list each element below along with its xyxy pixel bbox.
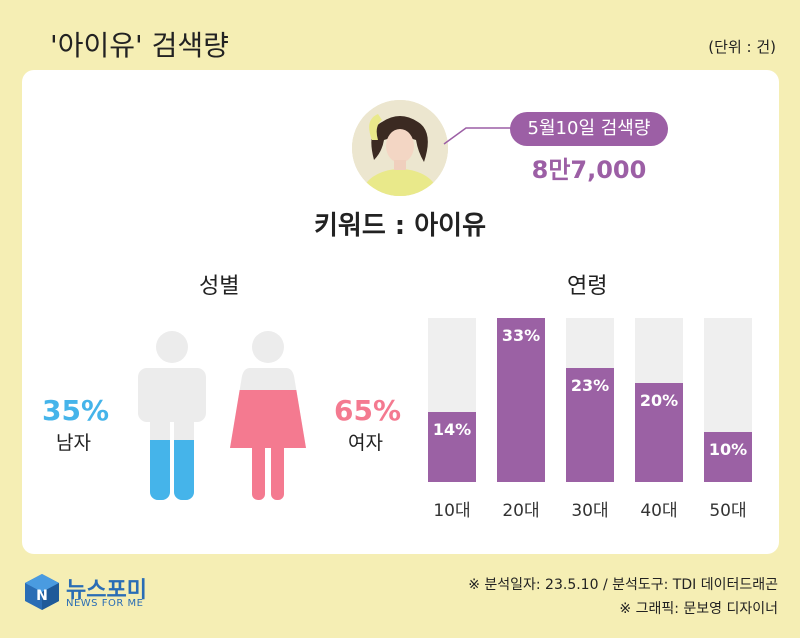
page-title: '아이유' 검색량 [50,29,229,62]
graphic-credit: ※ 그래픽: 문보영 디자이너 [619,601,778,617]
male-percent: 35% [42,394,110,427]
bar-category-label: 30대 [571,501,609,521]
bar-category-label: 40대 [640,501,678,521]
keyword-title: 키워드 : 아이유 [313,211,487,241]
gender-title: 성별 [199,274,240,299]
bar-value-label: 23% [570,376,610,395]
highlight-value: 8만7,000 [531,156,647,184]
bar [704,432,752,482]
bar-category-label: 10대 [433,501,471,521]
bar-value-label: 33% [501,326,541,345]
svg-text:N: N [36,588,48,604]
bar [635,383,683,482]
bar-value-label: 14% [432,420,472,439]
female-label: 여자 [348,432,383,454]
person-photo-icon [352,100,448,196]
bar-category-label: 20대 [502,501,540,521]
profile-photo [352,100,448,196]
male-figure-icon [138,331,206,500]
bar [497,318,545,482]
newsforme-logo-icon: N [25,574,59,610]
female-figure-icon [230,331,306,500]
highlight-label: 5월10일 검색량 [510,112,668,146]
female-percent: 65% [334,394,402,427]
bar-value-label: 20% [639,391,679,410]
logo-tagline: NEWS FOR ME [66,598,144,609]
bar-value-label: 10% [708,440,748,459]
logo-name: 뉴스포미 [66,578,147,603]
bar [428,412,476,482]
callout-connector [443,127,512,145]
unit-label: (단위 : 건) [708,38,776,56]
age-title: 연령 [567,274,608,299]
bar-category-label: 50대 [709,501,747,521]
male-label: 남자 [56,432,91,454]
source-note: ※ 분석일자: 23.5.10 / 분석도구: TDI 데이터드래곤 [468,577,778,593]
bar [566,368,614,482]
